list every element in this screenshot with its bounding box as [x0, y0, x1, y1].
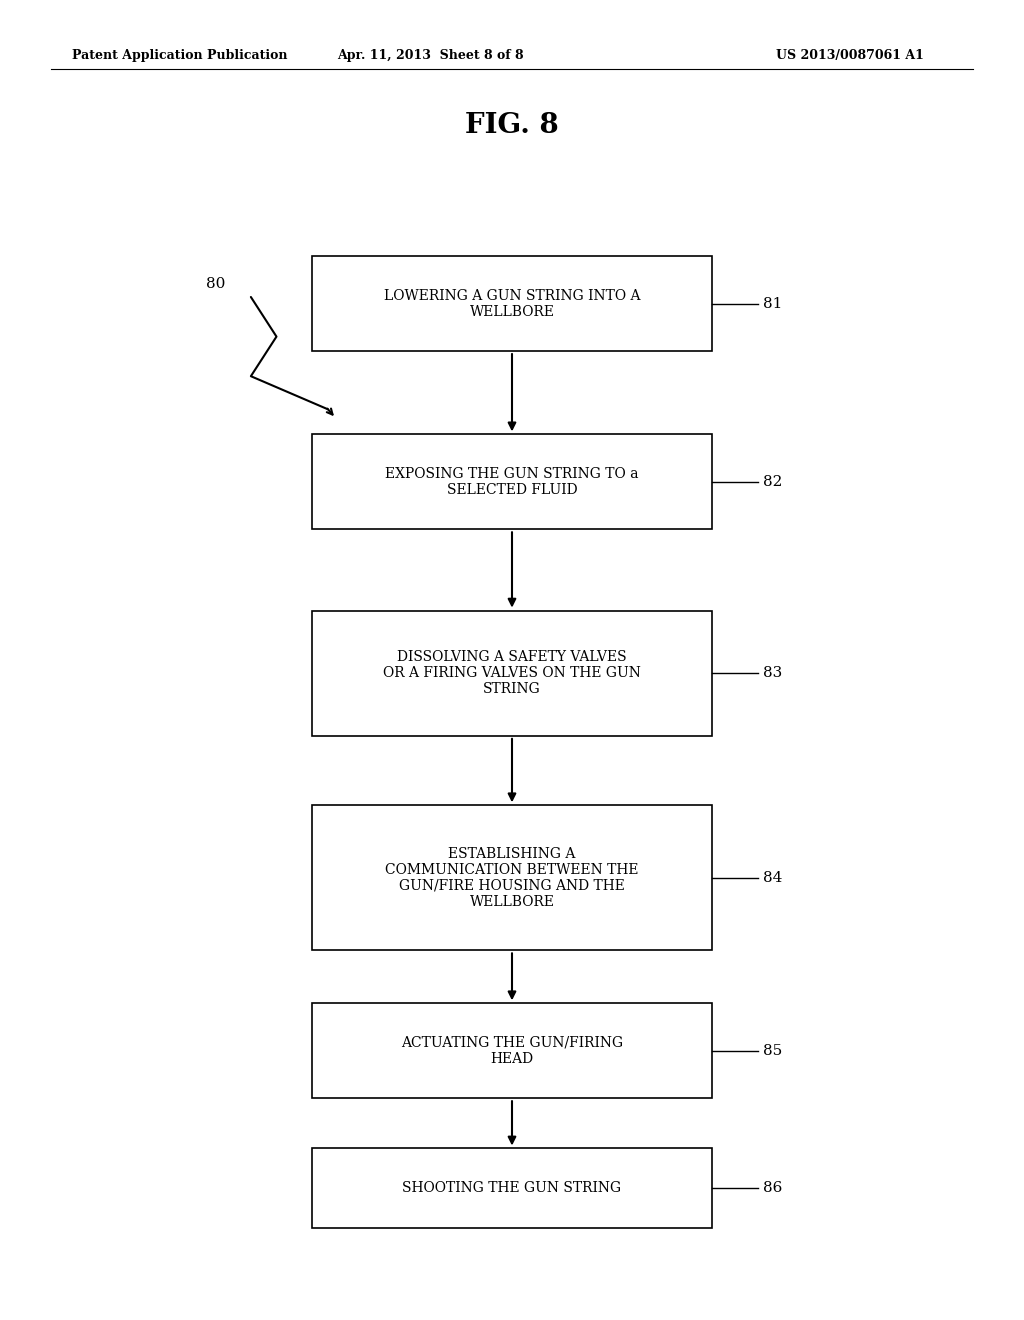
- Text: 86: 86: [763, 1181, 782, 1195]
- Text: Apr. 11, 2013  Sheet 8 of 8: Apr. 11, 2013 Sheet 8 of 8: [337, 49, 523, 62]
- FancyBboxPatch shape: [312, 1003, 712, 1098]
- Text: LOWERING A GUN STRING INTO A
WELLBORE: LOWERING A GUN STRING INTO A WELLBORE: [384, 289, 640, 318]
- Text: FIG. 8: FIG. 8: [465, 112, 559, 139]
- Text: EXPOSING THE GUN STRING TO a
SELECTED FLUID: EXPOSING THE GUN STRING TO a SELECTED FL…: [385, 467, 639, 496]
- Text: SHOOTING THE GUN STRING: SHOOTING THE GUN STRING: [402, 1181, 622, 1195]
- Text: 82: 82: [763, 475, 782, 488]
- Text: 84: 84: [763, 871, 782, 884]
- Text: US 2013/0087061 A1: US 2013/0087061 A1: [776, 49, 924, 62]
- FancyBboxPatch shape: [312, 434, 712, 529]
- Text: 85: 85: [763, 1044, 782, 1057]
- FancyBboxPatch shape: [312, 805, 712, 950]
- Text: ESTABLISHING A
COMMUNICATION BETWEEN THE
GUN/FIRE HOUSING AND THE
WELLBORE: ESTABLISHING A COMMUNICATION BETWEEN THE…: [385, 846, 639, 909]
- Text: DISSOLVING A SAFETY VALVES
OR A FIRING VALVES ON THE GUN
STRING: DISSOLVING A SAFETY VALVES OR A FIRING V…: [383, 649, 641, 697]
- FancyBboxPatch shape: [312, 1148, 712, 1228]
- FancyBboxPatch shape: [312, 610, 712, 737]
- Text: 80: 80: [206, 277, 225, 290]
- Text: 81: 81: [763, 297, 782, 310]
- FancyBboxPatch shape: [312, 256, 712, 351]
- Text: ACTUATING THE GUN/FIRING
HEAD: ACTUATING THE GUN/FIRING HEAD: [401, 1036, 623, 1065]
- Text: Patent Application Publication: Patent Application Publication: [72, 49, 287, 62]
- Text: 83: 83: [763, 667, 782, 680]
